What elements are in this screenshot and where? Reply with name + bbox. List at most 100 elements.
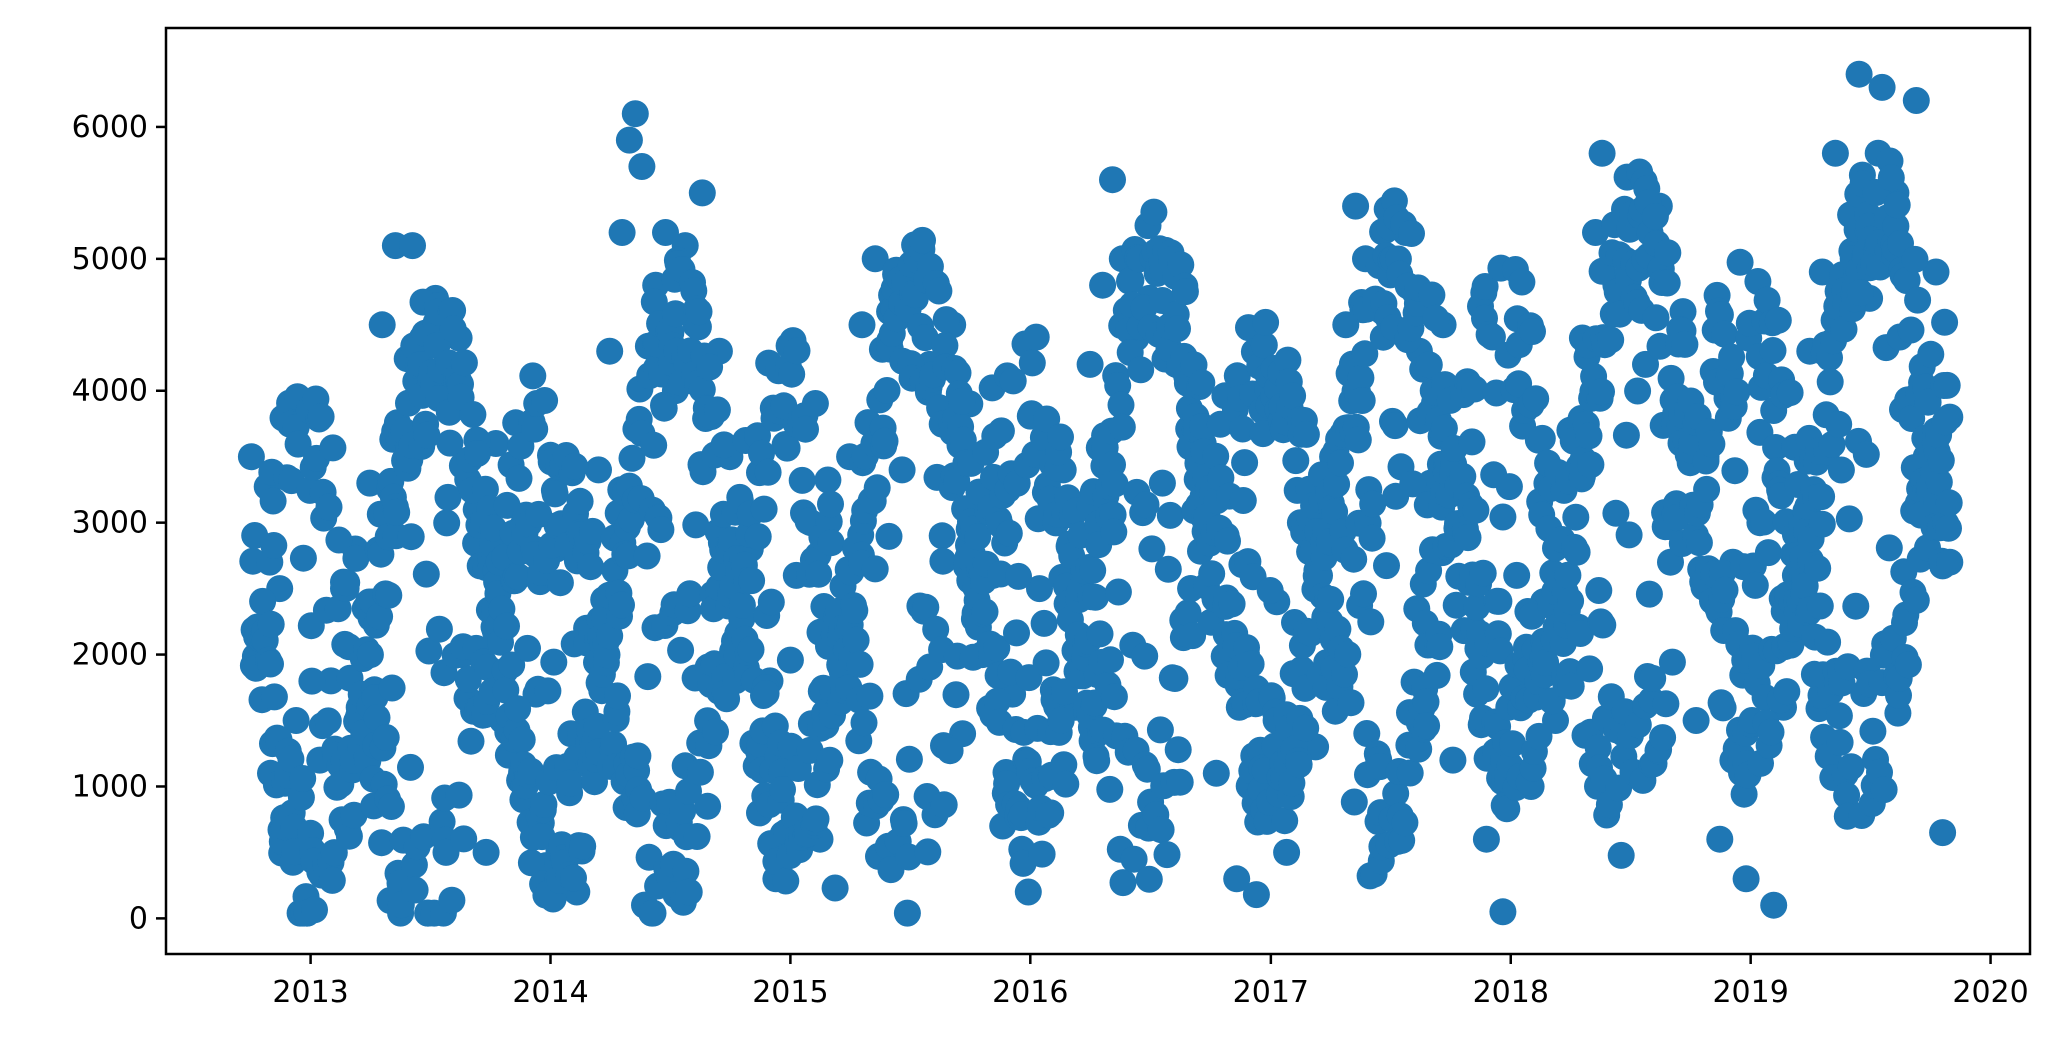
data-point <box>805 560 833 588</box>
data-point <box>688 179 716 207</box>
data-point <box>608 219 636 246</box>
data-point <box>1931 408 1959 436</box>
data-point <box>415 637 443 665</box>
data-point <box>964 523 992 551</box>
data-point <box>1759 337 1787 364</box>
data-point <box>1726 248 1754 276</box>
data-point <box>1140 198 1168 226</box>
data-point <box>1711 576 1739 604</box>
data-point <box>1138 535 1166 563</box>
data-point <box>1292 420 1320 448</box>
data-point <box>846 650 874 678</box>
data-point <box>1639 664 1667 692</box>
data-point <box>1891 609 1918 637</box>
data-point <box>1050 751 1078 779</box>
data-point <box>1566 620 1594 647</box>
data-point <box>1223 362 1251 390</box>
data-point <box>1842 592 1870 620</box>
data-point <box>1897 316 1925 344</box>
data-point <box>1519 318 1546 345</box>
data-point <box>928 522 956 550</box>
data-point <box>1671 330 1699 358</box>
data-point <box>1649 724 1677 752</box>
data-point <box>971 598 999 626</box>
x-tick-label: 2020 <box>1952 975 2028 1010</box>
data-point <box>1461 375 1489 403</box>
data-point <box>1454 524 1482 552</box>
data-point <box>1682 707 1710 734</box>
data-point <box>324 595 352 623</box>
data-point <box>948 387 976 415</box>
data-point <box>618 444 646 472</box>
data-point <box>987 417 1015 445</box>
data-point <box>634 663 662 691</box>
data-point <box>368 829 396 857</box>
data-point <box>650 394 678 422</box>
data-point <box>368 311 396 339</box>
data-point <box>325 526 353 554</box>
data-point <box>703 396 731 424</box>
data-point <box>1709 694 1737 722</box>
data-point <box>372 724 400 751</box>
data-point <box>1814 628 1842 656</box>
data-point <box>1845 60 1873 88</box>
data-point <box>366 603 394 630</box>
data-point <box>1252 308 1280 336</box>
data-point <box>1018 349 1046 377</box>
data-point <box>1099 166 1126 194</box>
data-point <box>1153 841 1181 869</box>
data-point <box>1101 470 1129 498</box>
data-point <box>801 390 829 417</box>
data-point <box>1635 580 1663 608</box>
data-point <box>1382 780 1410 807</box>
data-point <box>401 876 429 904</box>
data-point <box>412 560 440 588</box>
data-point <box>893 899 921 927</box>
data-point <box>1334 640 1362 668</box>
data-point <box>1156 501 1184 529</box>
y-tick-label: 3000 <box>72 506 148 541</box>
data-point <box>1131 642 1159 670</box>
data-point <box>788 466 816 494</box>
data-point <box>566 487 594 515</box>
data-point <box>1229 487 1257 514</box>
data-point <box>1426 633 1454 661</box>
data-point <box>1585 577 1613 604</box>
data-point <box>983 634 1011 662</box>
data-point <box>1503 561 1531 589</box>
data-point <box>504 695 532 723</box>
data-point <box>1218 590 1246 618</box>
data-point <box>624 742 652 770</box>
data-point <box>257 650 284 678</box>
data-point <box>1927 446 1955 474</box>
data-point <box>289 765 317 792</box>
data-point <box>556 769 584 797</box>
data-point <box>710 431 738 459</box>
data-point <box>621 100 649 128</box>
data-point <box>1285 751 1313 779</box>
data-point <box>778 360 806 388</box>
y-tick-label: 2000 <box>72 638 148 673</box>
data-point <box>640 288 668 316</box>
data-point <box>1164 315 1191 343</box>
data-point <box>1830 315 1858 343</box>
data-point <box>1358 524 1386 552</box>
data-point <box>814 466 842 494</box>
data-point <box>1237 650 1265 678</box>
data-point <box>1584 734 1612 762</box>
data-point <box>457 727 485 755</box>
data-point <box>1359 490 1387 518</box>
data-point <box>434 483 462 511</box>
x-tick-label: 2014 <box>512 975 588 1010</box>
data-point <box>929 547 957 575</box>
data-point <box>1028 840 1056 868</box>
data-point <box>1902 586 1930 614</box>
data-point <box>1875 534 1903 562</box>
data-point <box>1658 648 1686 676</box>
data-point <box>1588 139 1616 167</box>
data-point <box>696 353 724 381</box>
data-point <box>335 822 363 850</box>
data-point <box>647 516 675 544</box>
data-point <box>1816 368 1844 396</box>
data-point <box>1323 470 1351 498</box>
